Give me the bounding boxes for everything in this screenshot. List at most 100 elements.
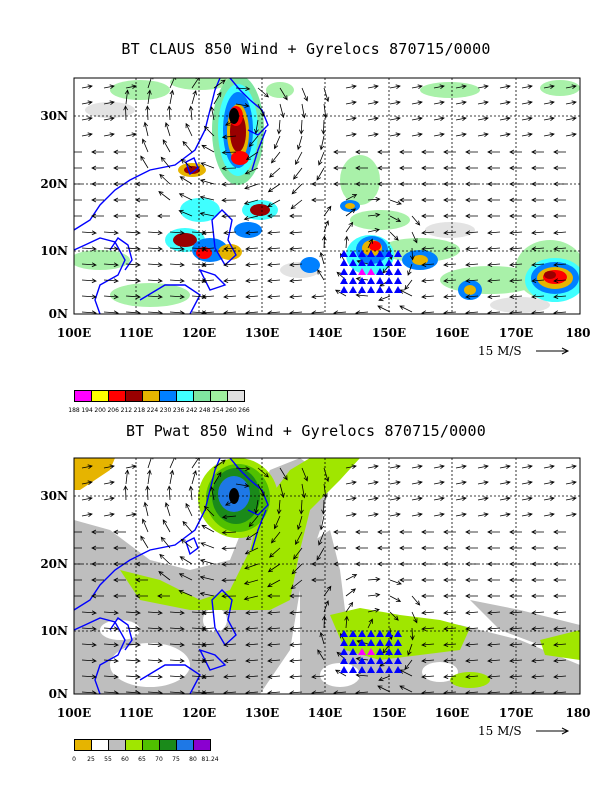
wind-arrow [531,577,544,583]
wind-arrow [91,181,104,187]
wind-arrow [267,642,281,648]
colorbar-swatch [74,739,92,751]
wind-arrow [178,209,193,217]
wind-arrow [345,464,357,470]
wind-arrow [543,512,555,518]
wind-arrow [333,561,346,567]
wind-arrow [103,100,115,106]
wind-arrow [509,278,523,284]
wind-arrow [147,626,163,632]
wind-arrow [268,547,281,558]
wind-arrow [399,561,412,567]
wind-arrow [465,529,478,535]
wind-arrow [389,595,402,602]
wind-arrow [293,167,303,180]
colorbar-label: 260 [225,407,237,414]
panel-2-map: 100E 110E 120E 130E 140E 150E 160E 170E … [40,457,591,738]
wind-arrow [135,197,148,203]
wind-arrow [103,496,115,502]
wind-arrow [316,547,325,561]
wind-arrow [321,615,327,629]
gyre-marker [394,657,402,664]
colorbar-label: 70 [155,756,163,763]
wind-arrow [254,499,259,515]
wind-arrow [221,546,237,551]
wind-arrow [389,84,401,90]
wind-arrow [465,278,479,284]
colorbar-1 [74,390,245,402]
gyre-marker [376,277,384,284]
wind-arrow [125,84,137,90]
wind-arrow [311,577,324,583]
colorbar-swatch [91,739,109,751]
wind-arrow [179,176,193,185]
wind-arrow [443,577,456,583]
colorbar-swatch [108,390,126,402]
wind-arrow [345,574,358,581]
wind-arrow [243,215,259,221]
wind-arrow [178,589,193,597]
wind-arrow [125,262,141,268]
wind-arrow [213,91,222,105]
gyre-marker [376,666,384,673]
wind-arrow [553,674,567,680]
wind-arrow [113,181,126,187]
wind-arrow [521,512,533,518]
wind-arrow [103,512,115,518]
y-tick: 0N [49,687,68,701]
gyre-marker [394,666,402,673]
wind-arrow [407,643,413,656]
wind-arrow [276,499,282,515]
gyre-marker [340,268,348,275]
gyre-marker [367,268,375,275]
wind-arrow [103,278,119,284]
wind-arrow [103,310,119,314]
wind-arrow [289,690,303,694]
colorbar-swatch [142,739,160,751]
wind-arrow [125,674,141,680]
wind-arrow [290,579,303,590]
wind-arrow [201,610,215,616]
wind-arrow [191,469,197,485]
wind-arrow [169,610,185,616]
wind-arrow [355,165,368,171]
wind-arrow [367,238,373,249]
wind-arrow [169,89,175,105]
gyre-marker [394,259,402,266]
gyre-marker [340,666,348,673]
colorbar-swatch [74,390,92,402]
y-tick: 10N [40,624,68,638]
gyre-marker [367,639,375,646]
wind-arrow [169,642,185,648]
wind-arrow [159,553,171,565]
wind-arrow [531,674,545,680]
wind-arrow [367,512,379,518]
wind-arrow [421,149,434,155]
wind-arrow [289,674,303,680]
colorbar-swatch [108,739,126,751]
wind-arrow [477,480,489,486]
wind-arrow [553,561,566,567]
wind-arrow [103,464,115,470]
wind-arrow [443,310,457,314]
wind-arrow [145,485,150,501]
wind-arrow [389,480,401,486]
wind-arrow [443,213,456,219]
wind-arrow [223,278,237,284]
wind-arrow [245,674,259,680]
wind-arrow [248,515,259,528]
wind-arrow [378,675,391,682]
wind-arrow [443,529,456,535]
wind-arrow [223,642,237,648]
wind-arrow [213,459,226,469]
wind-arrow [553,278,567,284]
wind-arrow [103,674,119,680]
wind-arrow [421,529,434,535]
wind-arrow [74,562,82,566]
gyre-marker [340,277,348,284]
gyre-locations [340,630,402,673]
gyre-marker [367,630,375,637]
y-tick: 30N [40,109,68,123]
wind-arrow [147,690,163,694]
wind-arrow [201,642,215,648]
